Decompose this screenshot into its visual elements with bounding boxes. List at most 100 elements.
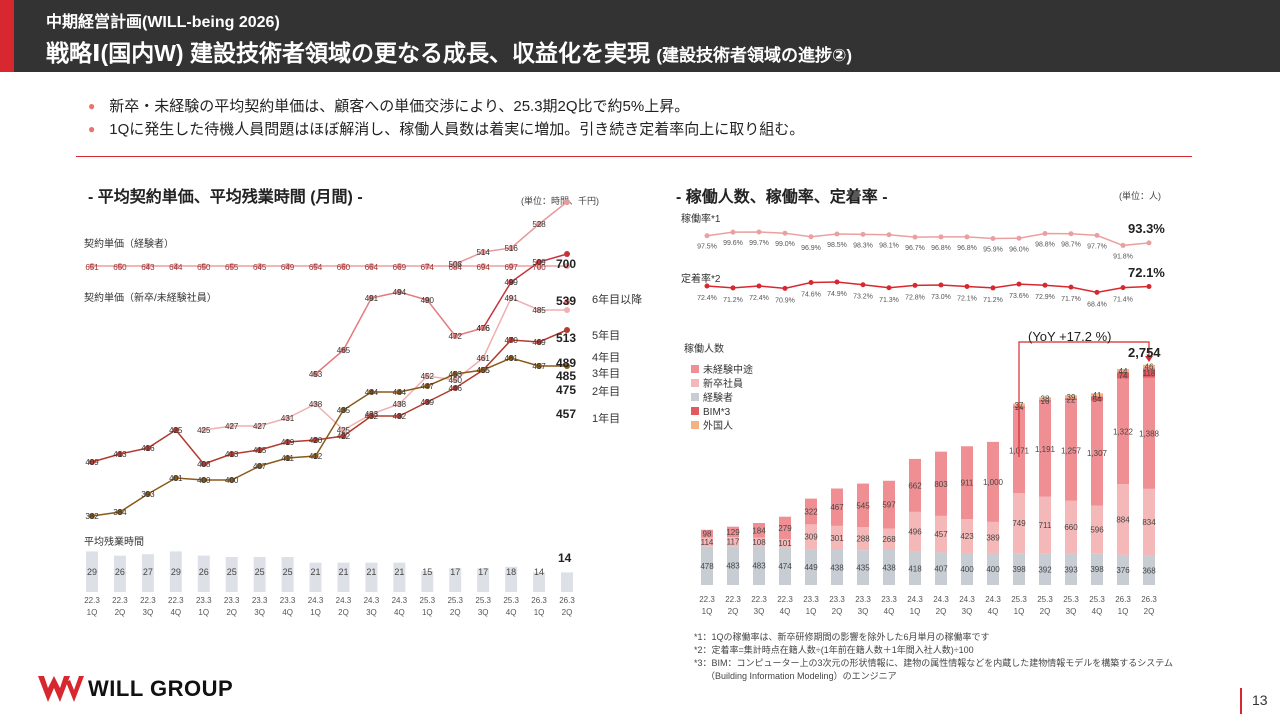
legend-swatch	[691, 393, 699, 401]
x-tick-quarter: 4Q	[394, 608, 405, 617]
x-tick-year: 25.3	[1089, 595, 1105, 604]
headcount-bar-segment	[857, 527, 869, 551]
headcount-value-label: 1,000	[983, 478, 1004, 487]
overtime-bar	[309, 562, 322, 592]
utilization-point	[990, 235, 996, 241]
utilization-point	[938, 234, 944, 240]
newgrad-value-label: 452	[421, 372, 435, 381]
utilization-label: 稼働率*1	[681, 212, 721, 225]
bullet-1: ● 新卒・未経験の平均契約単価は、顧客への単価交渉により、25.3期2Q比で約5%…	[88, 95, 689, 116]
section-divider	[76, 156, 1192, 157]
legend-swatch	[691, 421, 699, 429]
x-tick-year: 24.3	[336, 596, 352, 605]
right-section-title: - 稼働人数、稼働率、定着率 -	[676, 189, 888, 206]
overtime-bar	[337, 562, 350, 592]
retention-value-label: 72.1%	[957, 295, 977, 302]
x-tick-year: 26.3	[1115, 595, 1131, 604]
newgrad-series-line	[482, 253, 568, 329]
headcount-bar-segment	[1091, 393, 1103, 397]
footnotes: *1：1Qの稼働率は、新卒研修期間の影響を除外した6月単月の稼働率です *2：定…	[694, 631, 1173, 683]
headcount-bar-segment	[779, 547, 791, 585]
experienced-value-label: 674	[421, 263, 435, 272]
retention-value-label: 71.2%	[983, 297, 1003, 304]
utilization-point	[912, 234, 918, 240]
yoy-arrow-head-icon	[1145, 356, 1153, 362]
retention-value-label: 71.2%	[723, 297, 743, 304]
series-end-value: 489	[556, 356, 576, 370]
headcount-bar-segment	[883, 528, 895, 550]
headcount-value-label: 884	[1116, 516, 1130, 525]
newgrad-value-label: 435	[337, 406, 351, 415]
newgrad-value-label: 400	[197, 476, 211, 485]
newgrad-point	[564, 327, 570, 333]
headcount-value-label: 129	[726, 528, 740, 537]
overtime-value-label: 21	[311, 567, 321, 577]
x-tick-year: 22.3	[777, 595, 793, 604]
retention-point	[860, 282, 866, 288]
overtime-bar	[281, 557, 294, 592]
x-tick-quarter: 4Q	[988, 607, 999, 616]
newgrad-point	[340, 407, 347, 413]
header-accent	[0, 0, 14, 72]
experienced-end-label: 700	[556, 257, 576, 271]
newgrad-point	[480, 355, 487, 361]
headcount-bar-segment	[909, 458, 921, 512]
headcount-value-label: 309	[804, 533, 818, 542]
x-tick-quarter: 1Q	[910, 607, 921, 616]
x-tick-quarter: 1Q	[310, 608, 321, 617]
headcount-value-label: 301	[830, 534, 844, 543]
x-tick-year: 22.3	[112, 596, 128, 605]
retention-point	[1120, 285, 1126, 291]
retention-label: 定着率*2	[681, 272, 721, 285]
series-name-label: 5年目	[592, 328, 620, 342]
newgrad-point	[228, 477, 235, 483]
newgrad-value-label: 425	[169, 426, 183, 435]
headcount-value-label: 39	[1067, 393, 1076, 402]
x-tick-year: 23.3	[224, 596, 240, 605]
headcount-bar-segment	[701, 537, 713, 547]
newgrad-value-label: 494	[393, 288, 407, 297]
x-tick-year: 24.3	[907, 595, 923, 604]
headcount-bar-segment	[935, 515, 947, 553]
newgrad-value-label: 444	[365, 388, 379, 397]
x-tick-year: 25.3	[420, 596, 436, 605]
overtime-value-label: 14	[534, 567, 544, 577]
headcount-value-label: 322	[804, 507, 818, 516]
headcount-value-label: 1,257	[1061, 446, 1082, 455]
retention-value-label: 72.4%	[749, 295, 769, 302]
newgrad-value-label: 393	[141, 490, 155, 499]
x-tick-year: 26.3	[1141, 595, 1157, 604]
headcount-value-label: 596	[1090, 525, 1104, 534]
footnote-4: （Building Information Modeling）のエンジニア	[706, 671, 897, 681]
retention-value-label: 74.9%	[827, 291, 847, 298]
utilization-point	[782, 230, 788, 236]
retention-point	[964, 283, 970, 289]
x-tick-year: 24.3	[985, 595, 1001, 604]
newgrad-point	[368, 295, 375, 301]
headcount-bar-segment	[1117, 484, 1129, 555]
series-name-label: 6年目以降	[592, 292, 642, 306]
x-tick-quarter: 1Q	[534, 608, 545, 617]
x-tick-year: 24.3	[933, 595, 949, 604]
experienced-value-label: 650	[197, 263, 211, 272]
newgrad-value-label: 528	[532, 220, 546, 229]
headcount-value-label: 98	[703, 530, 712, 539]
series-end-value: 485	[556, 369, 576, 383]
newgrad-value-label: 411	[281, 454, 294, 463]
headcount-bar-segment	[1091, 505, 1103, 554]
newgrad-point	[172, 475, 179, 481]
headcount-value-label: 16	[1041, 397, 1050, 406]
headcount-value-label: 117	[727, 538, 740, 547]
legend-swatch	[691, 379, 699, 387]
headcount-value-label: 392	[1038, 565, 1052, 574]
newgrad-point	[452, 371, 459, 377]
newgrad-point	[564, 299, 570, 305]
newgrad-value-label: 412	[309, 452, 323, 461]
newgrad-point	[424, 383, 431, 389]
series-name-label: 4年目	[592, 350, 620, 364]
x-tick-quarter: 2Q	[562, 608, 573, 617]
headcount-value-label: 38	[1041, 395, 1050, 404]
newgrad-point	[144, 491, 151, 497]
headcount-bar-segment	[935, 451, 947, 516]
newgrad-point	[564, 251, 570, 257]
